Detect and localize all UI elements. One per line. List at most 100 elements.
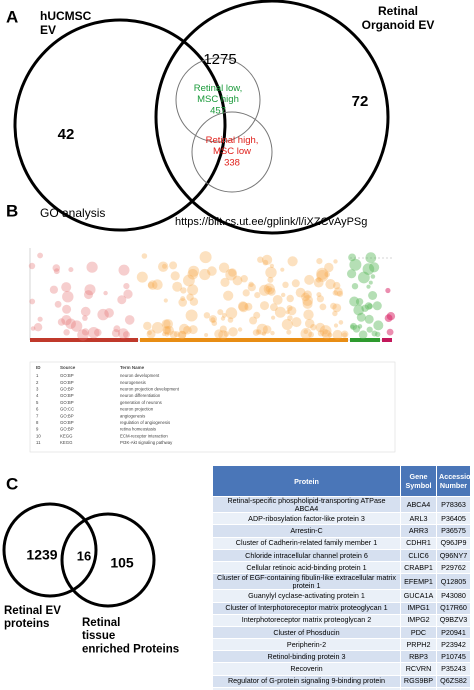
term-dot [362, 263, 375, 275]
protein-table: Protein Gene Symbol Accession Number Retin… [212, 465, 474, 690]
table-row: Retinol-binding protein 3 RBP3 P10745 [212, 650, 471, 664]
term-dot [247, 283, 256, 292]
go-table-cell: GO:BP [60, 373, 74, 378]
term-dot [367, 303, 373, 310]
term-dot [319, 325, 332, 337]
term-dot [295, 287, 306, 298]
go-table-cell: 9 [36, 427, 39, 432]
term-dot [249, 316, 258, 325]
term-dot [147, 280, 158, 290]
panel-label: C [6, 474, 18, 493]
go-table-cell: GO:BP [60, 380, 74, 385]
table-row: Cluster of Cadherin-related family membe… [212, 536, 471, 550]
term-dot [257, 256, 264, 263]
go-table-cell: angiogenesis [120, 413, 145, 418]
term-dot [333, 323, 339, 328]
term-dot [163, 326, 171, 335]
term-dot [254, 292, 261, 299]
term-dot [228, 327, 238, 337]
table-cell: ARR3 [400, 524, 437, 538]
term-dot [286, 294, 294, 303]
term-dot [164, 332, 170, 337]
term-dot [172, 281, 183, 292]
subset-count: 338 [224, 158, 240, 169]
term-dot [158, 261, 169, 272]
table-cell: CLIC6 [400, 548, 437, 562]
term-dot [113, 325, 121, 333]
term-dot [348, 253, 356, 262]
term-dot [287, 306, 297, 316]
go-table: ID Source Term Name 1 GO:BP neuron developmen… [36, 365, 180, 445]
go-table-cell: ID [36, 365, 41, 370]
term-dot [302, 295, 313, 306]
term-dot [287, 256, 298, 267]
table-row: Cluster of EGF-containing fibulin-like e… [212, 573, 471, 591]
go-table-cell: 2 [36, 380, 39, 385]
term-dot [349, 322, 358, 331]
table-row: Cluster of Interphotoreceptor matrix pro… [212, 601, 471, 615]
term-dot [303, 329, 309, 335]
term-dot [333, 281, 341, 290]
go-table-cell: neuron development [120, 373, 160, 378]
term-dot [270, 303, 278, 312]
term-dot [117, 295, 127, 305]
term-dot [301, 292, 310, 302]
go-table-cell: neuron differentiation [120, 393, 161, 398]
term-dot [248, 281, 254, 287]
header-cell: Accession Number [436, 465, 474, 497]
term-dot [162, 263, 167, 269]
term-dot [260, 301, 269, 311]
venn-circle [2, 502, 98, 598]
term-dot [316, 292, 322, 298]
go-table-cell: regulation of angiogenesis [120, 420, 170, 425]
header-cell: Protein [212, 465, 401, 497]
term-dot [37, 316, 43, 322]
term-dot [280, 267, 285, 272]
term-dot [262, 254, 273, 265]
table-cell: IMPG1 [400, 601, 437, 615]
term-dot [143, 321, 152, 331]
term-dot [269, 263, 274, 268]
go-table-cell: 1 [36, 373, 39, 378]
term-dot [104, 308, 114, 318]
term-dot [350, 324, 355, 329]
term-dot [33, 323, 43, 332]
term-dot [217, 309, 224, 316]
term-dot [302, 298, 313, 309]
term-dot [49, 285, 59, 294]
table-cell: P10745 [436, 650, 471, 664]
venn-count: 105 [110, 555, 134, 571]
term-dot [220, 316, 226, 321]
term-dot [364, 302, 373, 310]
term-dot [305, 318, 315, 329]
term-dot [84, 284, 96, 296]
term-dot [147, 281, 155, 289]
source-bar [140, 338, 348, 342]
term-dot [308, 331, 314, 338]
term-dot [151, 322, 164, 334]
term-dot [199, 251, 212, 264]
term-dot [187, 269, 199, 280]
table-cell: ADP-ribosylation factor-like protein 3 [212, 512, 401, 526]
term-dot [327, 332, 333, 338]
term-dot [356, 312, 366, 322]
go-table-cell: neuron projection development [120, 387, 180, 392]
term-dot [303, 290, 312, 300]
term-dot [330, 302, 337, 310]
term-dot [385, 287, 391, 294]
term-dot [281, 292, 286, 298]
term-dot [30, 326, 36, 331]
term-dot [358, 330, 368, 340]
table-cell: Cluster of Phosducin [212, 625, 401, 640]
term-dot [357, 324, 363, 329]
table-cell: PRPH2 [400, 638, 437, 652]
term-dot [61, 315, 72, 326]
term-dot [353, 304, 365, 316]
term-dot [189, 297, 199, 306]
term-dot [211, 320, 218, 327]
table-cell: Peripherin-2 [212, 638, 401, 652]
term-dot [252, 329, 260, 336]
term-dot [303, 309, 314, 320]
term-dot [225, 268, 237, 281]
